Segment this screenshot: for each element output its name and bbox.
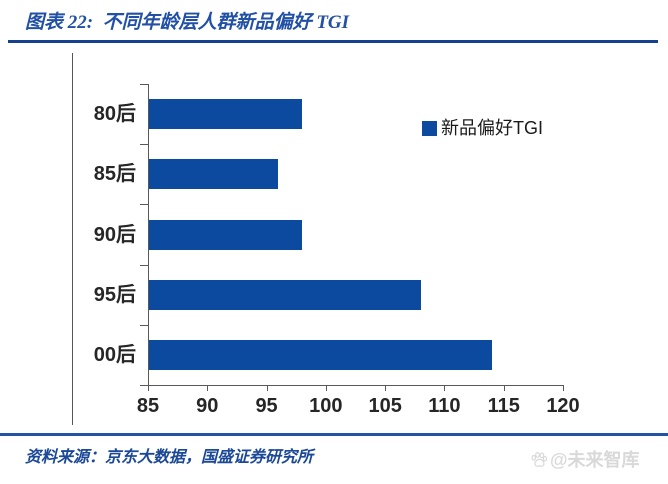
x-axis-tick xyxy=(503,385,505,391)
legend-swatch-icon xyxy=(422,120,437,136)
x-tick-label: 115 xyxy=(487,395,520,417)
category-label-80后: 80后 xyxy=(93,103,136,126)
category-label-95后: 95后 xyxy=(93,283,136,306)
category-label-85后: 85后 xyxy=(93,163,136,186)
x-axis-tick xyxy=(207,385,209,391)
y-axis-tick xyxy=(140,84,148,85)
y-axis-tick xyxy=(140,144,148,146)
x-tick-label: 105 xyxy=(368,395,402,417)
x-axis-line xyxy=(148,385,563,386)
watermark: @未来智库 xyxy=(530,450,640,470)
paw-icon xyxy=(530,451,548,469)
x-axis-tick xyxy=(148,385,149,391)
bar-90后 xyxy=(149,219,303,250)
chart-title: 图表 22: 不同年龄层人群新品偏好 TGI xyxy=(25,12,350,33)
watermark-text: @未来智库 xyxy=(550,450,640,470)
figure-left-border xyxy=(72,53,73,425)
footer-divider xyxy=(0,433,668,436)
bar-80后 xyxy=(149,99,303,130)
x-tick-label: 95 xyxy=(255,395,278,417)
title-divider xyxy=(8,40,658,43)
category-label-00后: 00后 xyxy=(93,343,136,366)
y-axis-tick xyxy=(140,324,148,326)
x-tick-label: 120 xyxy=(546,395,580,417)
bar-95后 xyxy=(149,279,421,310)
y-axis-tick xyxy=(140,204,148,206)
x-axis-tick xyxy=(325,385,327,391)
x-tick-label: 90 xyxy=(196,395,219,417)
y-axis-tick xyxy=(140,264,148,266)
x-axis-tick xyxy=(444,385,446,391)
y-axis-line xyxy=(148,84,149,385)
y-axis-tick xyxy=(140,385,148,386)
chart-legend: 新品偏好TGI xyxy=(422,118,543,138)
bar-00后 xyxy=(149,339,492,370)
x-axis-tick xyxy=(266,385,268,391)
x-tick-label: 85 xyxy=(136,395,160,417)
x-axis-tick xyxy=(385,385,387,391)
x-tick-label: 110 xyxy=(428,395,461,417)
source-note: 资料来源：京东大数据，国盛证券研究所 xyxy=(25,449,314,466)
category-label-90后: 90后 xyxy=(93,223,136,246)
x-axis-tick xyxy=(563,385,564,391)
x-tick-label: 100 xyxy=(309,395,343,417)
legend-label: 新品偏好TGI xyxy=(441,118,543,138)
bar-85后 xyxy=(149,159,279,190)
